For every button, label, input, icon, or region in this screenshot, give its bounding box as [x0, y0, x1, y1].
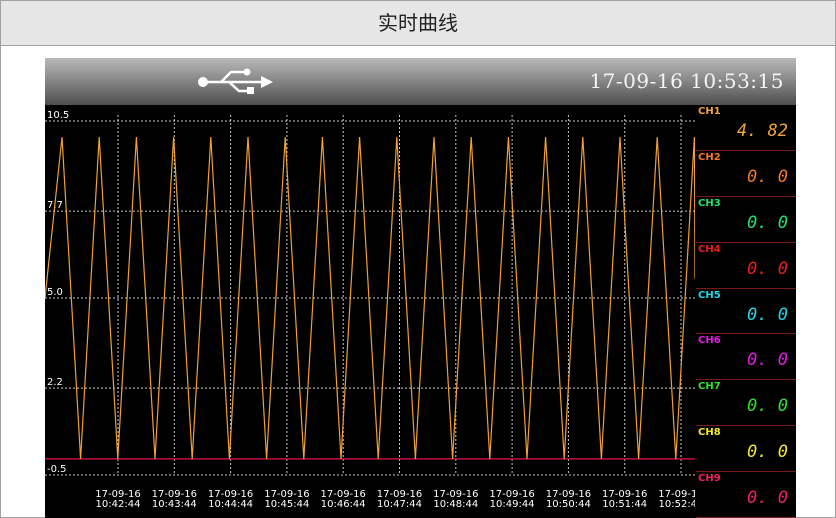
y-tick-label: 2.2	[47, 377, 63, 388]
x-tick-date: 17-09-16	[321, 489, 366, 500]
channel-ch4: CH4 0. 0	[696, 243, 796, 289]
x-tick-time: 10:47:44	[377, 499, 422, 510]
channel-name: CH9	[698, 473, 721, 485]
channel-name: CH5	[698, 289, 721, 301]
page-title-bar: 实时曲线	[0, 0, 836, 46]
x-tick-time: 10:45:44	[264, 499, 309, 510]
channel-value: 0. 0	[747, 350, 788, 371]
x-tick-date: 17-09-16	[546, 489, 591, 500]
channel-value: 0. 0	[747, 258, 788, 279]
page-title: 实时曲线	[378, 11, 458, 35]
y-tick-label: 10.5	[47, 110, 69, 121]
x-tick-date: 17-09-16	[433, 489, 478, 500]
x-tick-time: 10:50:44	[546, 499, 591, 510]
x-tick-date: 17-09-16	[658, 489, 695, 500]
channel-ch6: CH6 0. 0	[696, 334, 796, 381]
x-tick-date: 17-09-16	[264, 489, 309, 500]
x-tick-time: 10:49:44	[490, 499, 535, 510]
x-tick-time: 10:51:44	[602, 499, 647, 510]
channel-value: 0. 0	[747, 166, 788, 187]
channel-value: 4. 82	[736, 121, 788, 141]
x-tick-time: 10:42:44	[96, 499, 141, 510]
channel-name: CH6	[698, 335, 721, 347]
x-tick-date: 17-09-16	[152, 489, 197, 500]
series-ch1-line	[45, 137, 695, 459]
channel-value: 0. 0	[747, 442, 788, 463]
channel-value: 0. 0	[747, 488, 788, 509]
channel-value: 0. 0	[747, 212, 788, 233]
channel-ch7: CH7 0. 0	[696, 380, 796, 427]
channel-ch9: CH9 0. 0	[696, 472, 796, 518]
channel-ch5: CH5 0. 0	[696, 289, 796, 335]
channel-value: 0. 0	[747, 396, 788, 417]
datetime-display: 17-09-16 10:53:15	[589, 69, 784, 93]
channel-ch2: CH2 0. 0	[696, 151, 796, 197]
x-tick-time: 10:52:44	[659, 499, 695, 510]
usb-icon	[198, 68, 273, 94]
y-tick-label: 5.0	[47, 287, 63, 298]
x-tick-date: 17-09-16	[489, 489, 534, 500]
y-tick-label: -0.5	[47, 464, 67, 475]
channel-name: CH7	[698, 381, 721, 393]
channel-ch8: CH8 0. 0	[696, 426, 796, 473]
channel-value: 0. 0	[747, 304, 788, 325]
channel-ch1: CH1 4. 82	[696, 105, 796, 151]
channel-name: CH2	[698, 151, 721, 163]
x-tick-time: 10:44:44	[208, 499, 253, 510]
channel-name: CH8	[698, 427, 721, 439]
channel-panel: CH1 4. 82 CH2 0. 0 CH3 0. 0 CH4 0. 0 CH5 0. 0 CH6 0…	[696, 105, 796, 518]
x-tick-date: 17-09-16	[377, 489, 422, 500]
recorder-screen: 17-09-16 10:53:15 10.5 7.7 5.0 2.2 -0.5 17-09…	[45, 58, 796, 518]
channel-ch3: CH3 0. 0	[696, 197, 796, 243]
x-tick-date: 17-09-16	[602, 489, 647, 500]
x-tick-time: 10:43:44	[152, 499, 197, 510]
channel-name: CH3	[698, 197, 721, 209]
x-tick-time: 10:46:44	[321, 499, 366, 510]
channel-name: CH1	[698, 106, 721, 117]
channel-name: CH4	[698, 243, 721, 255]
device-header: 17-09-16 10:53:15	[45, 58, 796, 105]
x-tick-time: 10:48:44	[433, 499, 478, 510]
x-tick-date: 17-09-16	[208, 489, 253, 500]
trend-chart: 10.57.75.02.2-0.517-09-1610:42:4417-09-1…	[45, 110, 695, 510]
x-tick-date: 17-09-16	[95, 489, 140, 500]
